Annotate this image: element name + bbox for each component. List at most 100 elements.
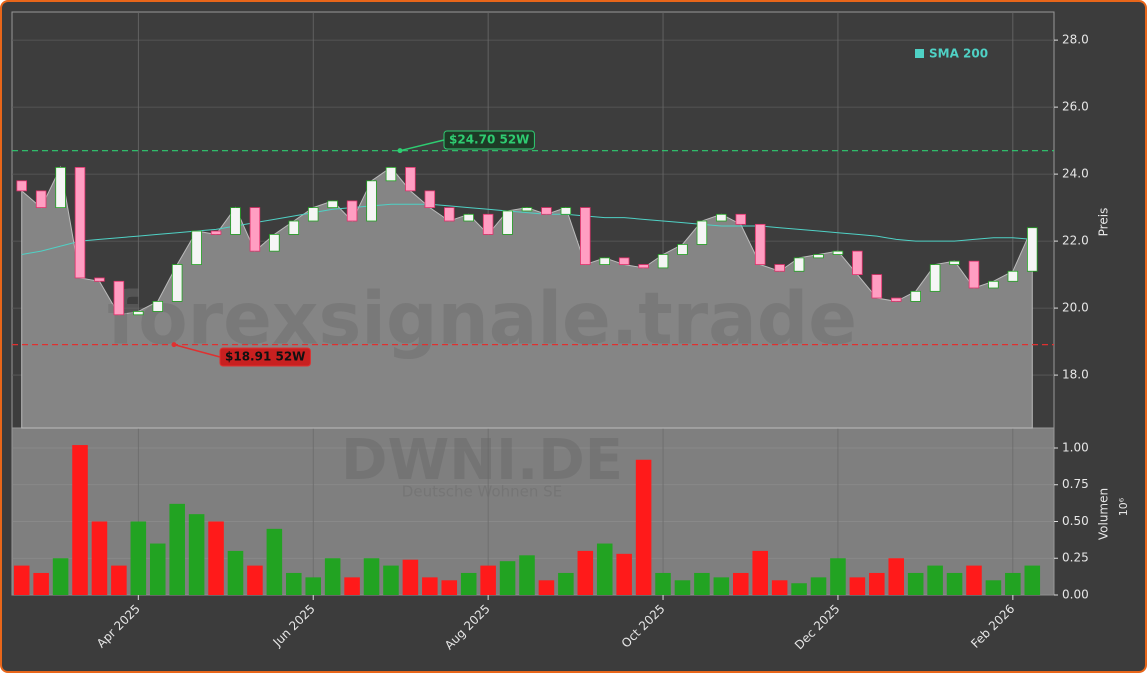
volume-bar	[869, 572, 885, 595]
volume-bar	[1024, 565, 1041, 595]
low_52w-arrow-head	[171, 342, 177, 348]
candle	[580, 207, 591, 265]
volume-bar	[169, 503, 185, 595]
volume-bar	[771, 580, 788, 595]
candle	[346, 200, 358, 222]
y2-tick-label: 0.00	[1062, 588, 1089, 602]
sma-line	[21, 203, 1033, 255]
candle	[463, 213, 474, 222]
candle	[444, 207, 455, 222]
volume-bar	[422, 577, 438, 595]
volume-bar	[383, 565, 399, 595]
high_52w-arrow	[399, 139, 445, 152]
volume-bar	[966, 565, 982, 595]
candle	[74, 167, 86, 279]
volume-bar	[227, 550, 244, 595]
volume-bar	[907, 572, 924, 595]
volume-bar	[596, 543, 613, 595]
candle	[16, 180, 27, 192]
candle	[949, 260, 960, 265]
candle	[638, 264, 649, 269]
candle	[677, 244, 688, 255]
candle	[269, 234, 280, 252]
volume-bar	[460, 572, 477, 595]
volume-bar	[111, 565, 127, 595]
y-tick-label: 18.0	[1062, 368, 1089, 382]
volume-bar	[946, 572, 963, 595]
volume-bar	[849, 577, 866, 595]
y-tick-label: 22.0	[1062, 234, 1089, 248]
volume-bar	[344, 577, 360, 595]
legend-label: SMA 200	[929, 47, 988, 61]
candle	[133, 311, 144, 316]
candle	[541, 207, 552, 215]
volume-bar	[927, 565, 943, 595]
volume-bar	[694, 572, 710, 595]
volume-bar	[674, 580, 691, 595]
candle	[1007, 270, 1019, 282]
candle	[94, 277, 105, 282]
candle	[385, 167, 397, 182]
candle	[599, 257, 610, 265]
volume-bar	[324, 558, 341, 595]
y2-tick-label: 0.25	[1062, 551, 1089, 565]
name-watermark: Deutsche Wohnen SE	[402, 483, 562, 501]
x-tick-label: Jun 2025	[270, 602, 318, 650]
candle	[55, 167, 66, 209]
candle	[521, 207, 533, 212]
candle	[366, 180, 377, 222]
ticker-watermark: DWNI.DE	[341, 428, 623, 493]
candle	[774, 264, 785, 272]
y2-tick-label: 1.00	[1062, 440, 1089, 454]
volume-bar	[616, 553, 632, 595]
low_52w-label: $18.91 52W	[225, 350, 305, 364]
volume-bar	[499, 561, 516, 595]
volume-bar	[441, 580, 458, 595]
x-tick-label: Dec 2025	[792, 602, 843, 653]
candle	[113, 280, 125, 316]
low_52w-arrow	[173, 343, 221, 358]
y-axis-label: Preis	[1097, 208, 1111, 237]
y-tick-label: 26.0	[1062, 100, 1089, 114]
candle	[618, 257, 630, 265]
y-tick-label: 28.0	[1062, 33, 1089, 47]
candle	[657, 254, 669, 269]
volume-bar	[830, 558, 846, 595]
volume-bar	[266, 528, 283, 595]
candle	[210, 230, 222, 235]
candle	[910, 290, 921, 302]
site-watermark: forexsignale.trade	[107, 277, 857, 361]
x-tick-label: Feb 2026	[968, 602, 1017, 651]
candle	[249, 207, 261, 252]
candle	[929, 264, 941, 292]
volume-bar	[985, 580, 1002, 595]
candle	[171, 264, 183, 302]
x-tick-label: Apr 2025	[94, 602, 143, 651]
y2-tick-label: 0.50	[1062, 514, 1089, 528]
volume-bar	[519, 555, 535, 595]
candle	[988, 280, 999, 289]
candle	[35, 190, 47, 209]
candle	[152, 300, 164, 312]
volume-bar	[149, 543, 166, 595]
volume-bar	[480, 565, 496, 595]
candle	[890, 297, 902, 302]
candle	[968, 260, 980, 289]
x-tick-label: Aug 2025	[442, 602, 493, 653]
candle	[871, 274, 883, 299]
candle	[735, 213, 747, 225]
volume-bar	[810, 577, 827, 595]
volume-bar	[558, 572, 574, 595]
candle	[502, 210, 513, 235]
volume-bar	[402, 559, 419, 595]
volume-bar	[52, 558, 69, 595]
volume-bar	[538, 580, 555, 595]
volume-bar	[188, 514, 205, 595]
candle	[852, 250, 863, 275]
volume-bar	[247, 565, 263, 595]
legend-swatch	[915, 49, 924, 58]
candle	[560, 207, 572, 215]
candle	[191, 230, 202, 265]
x-tick-label: Oct 2025	[619, 602, 668, 651]
